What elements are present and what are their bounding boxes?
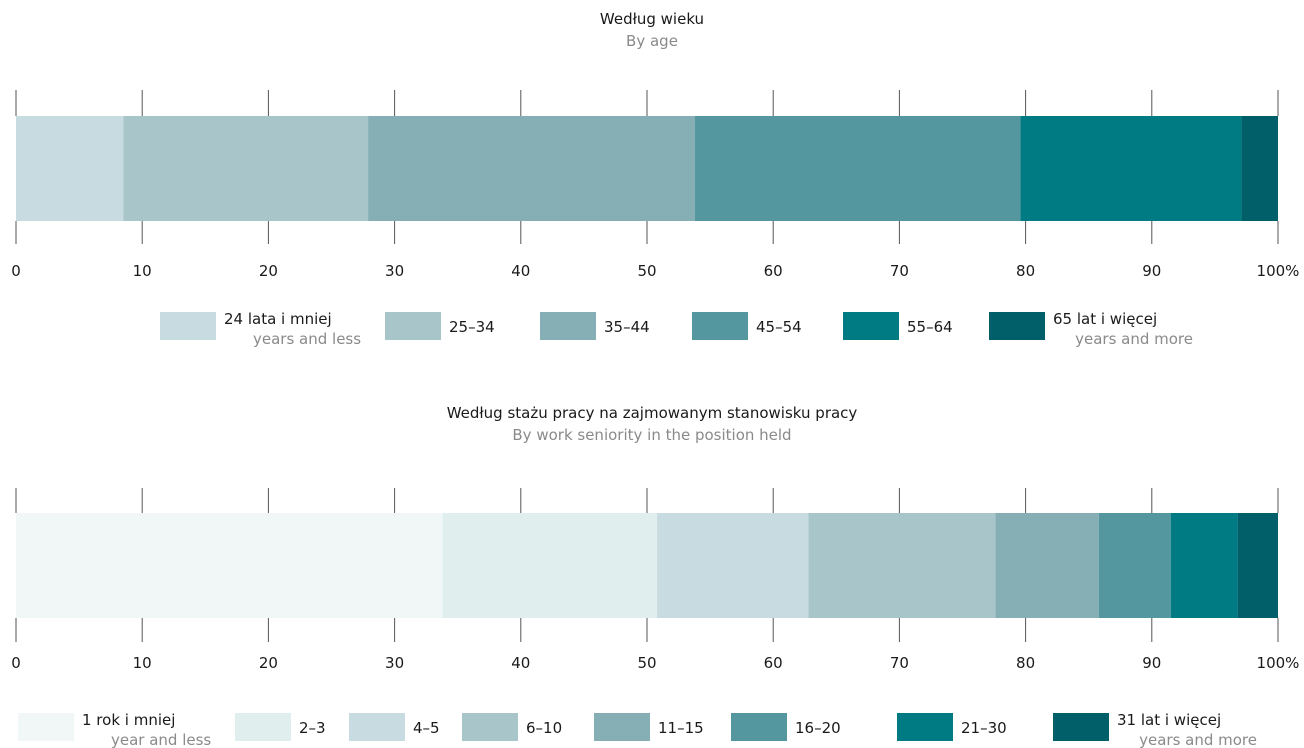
x-axis-bottom: 0 10 20 30 40 50 60 70 80 90 100%: [11, 618, 1299, 672]
legend-label: 25–34: [449, 318, 495, 336]
legend-item: 6–10: [462, 713, 562, 741]
x-axis-top: [15, 90, 1279, 116]
x-tick-label: 20: [259, 654, 278, 672]
legend-swatch: [692, 312, 748, 340]
stacked-bar: [16, 513, 1278, 618]
legend-swatch: [843, 312, 899, 340]
x-tick-label: 70: [890, 262, 909, 280]
x-tick-label: 40: [511, 654, 530, 672]
bar-segment: [1241, 116, 1278, 221]
legend-item: 21–30: [897, 713, 1007, 741]
x-tick-label: 40: [511, 262, 530, 280]
x-tick-label: 100%: [1257, 654, 1300, 672]
x-tick-label: 10: [133, 654, 152, 672]
legend-item: 55–64: [843, 312, 953, 340]
bar-segment: [442, 513, 658, 618]
x-tick-label: 0: [11, 262, 21, 280]
legend-label: 11–15: [658, 719, 704, 737]
x-tick-label: 30: [385, 654, 404, 672]
legend-swatch: [462, 713, 518, 741]
legend-sublabel: years and more: [1139, 731, 1257, 748]
legend-item: 35–44: [540, 312, 650, 340]
legend-swatch: [540, 312, 596, 340]
x-tick-label: 60: [764, 654, 783, 672]
bar-segment: [694, 116, 1021, 221]
x-tick-label: 20: [259, 262, 278, 280]
chart-subtitle: By age: [626, 32, 678, 50]
chart-seniority: Według stażu pracy na zajmowanym stanowi…: [11, 404, 1299, 748]
chart-subtitle: By work seniority in the position held: [512, 426, 791, 444]
bar-segment: [368, 116, 695, 221]
x-tick-label: 60: [764, 262, 783, 280]
legend-item: 11–15: [594, 713, 704, 741]
legend-label: 55–64: [907, 318, 953, 336]
x-tick-label: 90: [1142, 262, 1161, 280]
legend: 1 rok i mniej year and less 2–3 4–5 6–10 11–1…: [18, 711, 1257, 748]
x-axis-top: [15, 488, 1279, 513]
x-tick-label: 10: [133, 262, 152, 280]
stacked-bar: [16, 116, 1278, 221]
legend-sublabel: years and less: [253, 330, 361, 348]
legend-item: 16–20: [731, 713, 841, 741]
legend-label: 2–3: [299, 719, 326, 737]
legend-item: 2–3: [235, 713, 326, 741]
legend-label: 16–20: [795, 719, 841, 737]
x-tick-label: 50: [637, 654, 656, 672]
x-tick-label: 70: [890, 654, 909, 672]
bar-segment: [16, 513, 443, 618]
legend-label: 31 lat i więcej: [1117, 711, 1221, 729]
legend-label: 21–30: [961, 719, 1007, 737]
legend-label: 45–54: [756, 318, 802, 336]
x-tick-label: 80: [1016, 262, 1035, 280]
legend-label: 65 lat i więcej: [1053, 310, 1157, 328]
chart-title: Według stażu pracy na zajmowanym stanowi…: [447, 404, 858, 422]
x-tick-label: 80: [1016, 654, 1035, 672]
bar-segment: [1020, 116, 1242, 221]
legend-item: 31 lat i więcej years and more: [1053, 711, 1257, 748]
legend-label: 4–5: [413, 719, 440, 737]
legend-swatch: [18, 713, 74, 741]
chart-title: Według wieku: [600, 10, 704, 28]
bar-segment: [123, 116, 369, 221]
legend-item: 45–54: [692, 312, 802, 340]
x-tick-label: 90: [1142, 654, 1161, 672]
bar-segment: [16, 116, 124, 221]
x-tick-label: 0: [11, 654, 21, 672]
bar-segment: [657, 513, 809, 618]
legend-item: 25–34: [385, 312, 495, 340]
legend-swatch: [349, 713, 405, 741]
legend-sublabel: year and less: [111, 731, 211, 748]
legend-swatch: [235, 713, 291, 741]
bar-segment: [1170, 513, 1238, 618]
bar-segment: [995, 513, 1099, 618]
legend-swatch: [897, 713, 953, 741]
legend-swatch: [594, 713, 650, 741]
legend-swatch: [731, 713, 787, 741]
legend-swatch: [385, 312, 441, 340]
legend-swatch: [989, 312, 1045, 340]
x-tick-label: 100%: [1257, 262, 1300, 280]
legend-item: 1 rok i mniej year and less: [18, 711, 211, 748]
bar-segment: [1237, 513, 1278, 618]
legend-label: 1 rok i mniej: [82, 711, 175, 729]
x-tick-label: 50: [637, 262, 656, 280]
bar-segment: [808, 513, 996, 618]
legend: 24 lata i mniej years and less 25–34 35–44 4…: [160, 310, 1193, 348]
legend-label: 24 lata i mniej: [224, 310, 332, 328]
chart-age: Według wieku By age 0 10 20 30 40 50 60 70 80 90 1…: [11, 10, 1299, 348]
legend-label: 35–44: [604, 318, 650, 336]
legend-label: 6–10: [526, 719, 562, 737]
legend-item: 4–5: [349, 713, 440, 741]
x-axis-bottom: 0 10 20 30 40 50 60 70 80 90 100%: [11, 221, 1299, 280]
legend-swatch: [160, 312, 216, 340]
legend-item: 65 lat i więcej years and more: [989, 310, 1193, 348]
x-tick-label: 30: [385, 262, 404, 280]
bar-segment: [1098, 513, 1171, 618]
legend-item: 24 lata i mniej years and less: [160, 310, 361, 348]
legend-sublabel: years and more: [1075, 330, 1193, 348]
legend-swatch: [1053, 713, 1109, 741]
